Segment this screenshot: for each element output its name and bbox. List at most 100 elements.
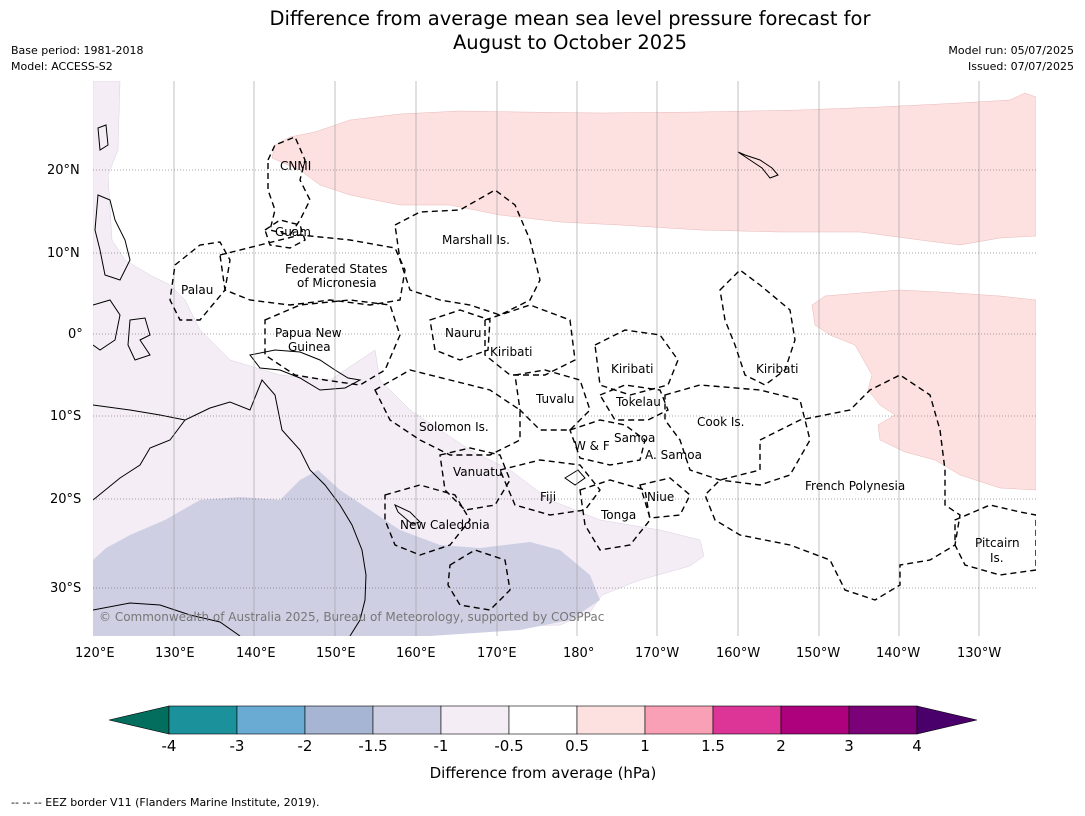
java-coast [93,404,186,421]
lon-tick: 160°W [716,646,760,661]
anomaly-region-negative [93,470,600,636]
colorbar-tick: -1.5 [358,737,387,755]
label-pitcairn-line1: Pitcairn [975,536,1020,550]
colorbar-segment [304,705,374,735]
label-cook: Cook Is. [697,415,744,429]
label-nauru: Nauru [445,326,481,340]
eez-wallis-samoa [569,419,646,466]
meta-left: Base period: 1981-2018 Model: ACCESS-S2 [11,43,143,75]
lon-tick: 160°E [396,646,436,661]
colorbar-segment [440,705,510,735]
label-kiribati-central: Kiribati [611,362,653,376]
anomaly-region-positive-north [271,92,1036,246]
colorbar-segment [236,705,306,735]
label-cnmi: CNMI [280,159,311,173]
colorbar-tick: 4 [912,737,922,755]
lat-tick: 20°S [50,492,81,507]
lat-tick: 10°S [50,409,81,424]
colorbar-segment [644,705,714,735]
label-kiribati-east: Kiribati [756,362,798,376]
label-marshall: Marshall Is. [442,233,510,247]
label-tokelau: Tokelau [615,395,661,409]
label-solomon: Solomon Is. [419,420,489,434]
label-png-line2: Guinea [288,340,331,354]
lon-tick: 120°E [75,646,115,661]
model-run: Model run: 05/07/2025 [948,44,1074,57]
model-name: Model: ACCESS-S2 [11,60,113,73]
label-tuvalu: Tuvalu [535,392,575,406]
taiwan-coast [97,124,109,151]
lon-tick: 140°E [236,646,276,661]
colorbar-tick: -0.5 [494,737,523,755]
colorbar-extend-low [108,705,170,735]
lat-tick: 30°S [50,581,81,596]
label-new-caledonia: New Caledonia [400,518,490,532]
eez-kiribati-e [719,269,796,386]
eez-fsm [219,234,406,306]
map-area [93,81,1036,636]
eez-french-polynesia [704,374,961,601]
eez-cnmi [267,136,311,236]
label-fiji: Fiji [540,490,556,504]
colorbar-segment [168,705,238,735]
colorbar-segment [576,705,646,735]
australia-south-coast [93,602,241,636]
lon-tick: 150°W [796,646,840,661]
footnote: -- -- -- EEZ border V11 (Flanders Marine… [11,796,320,809]
label-kiribati-west: Kiribati [490,345,532,359]
colorbar-tick: -4 [162,737,177,755]
colorbar-segment [712,705,782,735]
colorbar [108,705,978,735]
label-palau: Palau [181,283,213,297]
colorbar-tick: -1 [434,737,449,755]
eez-niue [639,477,691,519]
base-period: Base period: 1981-2018 [11,44,144,57]
lat-tick: 20°N [47,163,80,178]
eez-marshall [394,189,541,316]
eez-cook [664,384,811,486]
title-line-2: August to October 2025 [452,31,688,54]
eez-norfolk [447,549,511,611]
meta-right: Model run: 05/07/2025 Issued: 07/07/2025 [948,43,1074,75]
label-samoa: Samoa [614,431,655,445]
place-labels: CNMI Guam Marshall Is. Federated States … [181,159,1020,565]
eez-png [264,299,401,386]
fiji-coast [564,469,586,486]
colorbar-tick-labels: -4 -3 -2 -1.5 -1 -0.5 0.5 1 1.5 2 3 4 [162,737,922,755]
eez-new-caledonia [384,484,471,556]
lon-tick: 150°E [316,646,356,661]
australia-coast [93,379,367,636]
anomaly-region-positive-east [811,289,1036,491]
colorbar-tick: -3 [230,737,245,755]
label-french-polynesia: French Polynesia [805,479,905,493]
lat-tick: 10°N [47,246,80,261]
label-tonga: Tonga [600,508,636,522]
lon-tick: 180° [563,646,594,661]
png-coast [249,349,362,391]
eez-kiribati-w [484,304,576,376]
label-vanuatu: Vanuatu [453,465,503,479]
philippines-coast [94,194,131,281]
lon-tick: 140°W [876,646,920,661]
colorbar-tick: 2 [776,737,786,755]
label-niue: Niue [647,490,674,504]
lon-tick: 130°W [957,646,1001,661]
title-line-1: Difference from average mean sea level p… [269,7,871,30]
eez-borders [169,136,1036,611]
colorbar-segment [780,705,850,735]
colorbar-tick: -2 [298,737,313,755]
colorbar-tick: 1 [640,737,650,755]
map-figure: CNMI Guam Marshall Is. Federated States … [47,81,1036,780]
longitude-tick-labels: 120°E 130°E 140°E 150°E 160°E 170°E 180°… [75,646,1001,661]
sulawesi-coast [127,317,151,361]
colorbar-tick: 3 [844,737,854,755]
eez-fiji [499,459,601,516]
longitude-gridlines [173,81,980,636]
colorbar-segment [372,705,442,735]
latitude-gridlines [93,169,1036,589]
label-pitcairn-line2: Is. [990,551,1004,565]
eez-guam [264,219,306,249]
lon-tick: 170°E [477,646,517,661]
eez-tokelau [598,384,669,421]
label-fsm-line1: Federated States [285,262,387,276]
